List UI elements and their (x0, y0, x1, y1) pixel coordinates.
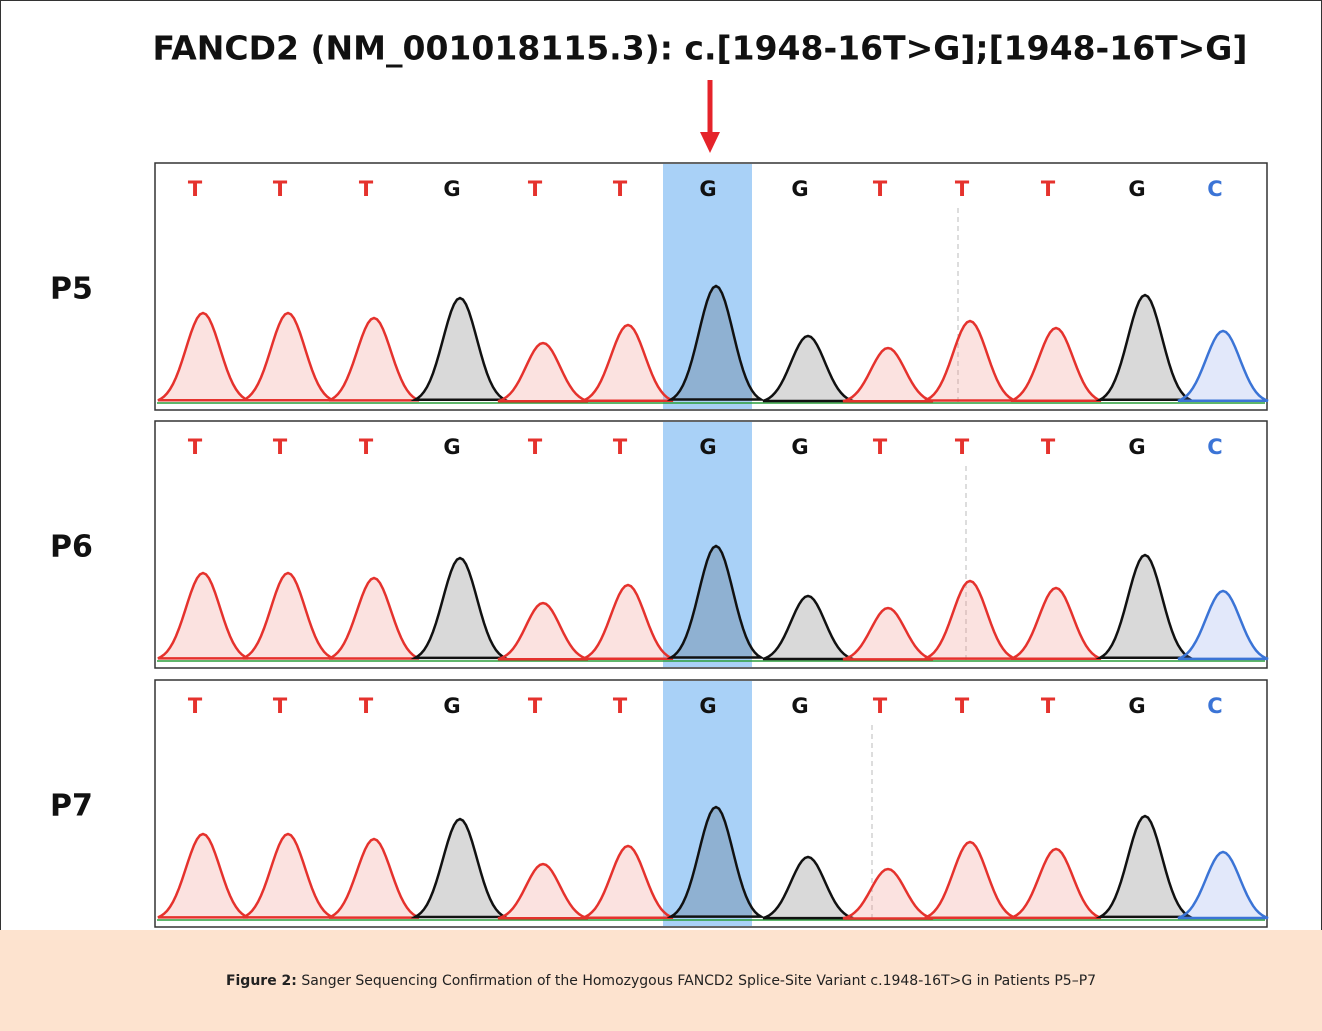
panel-label: P7 (50, 789, 93, 824)
base-letter: T (873, 694, 888, 718)
base-letter: T (273, 435, 288, 459)
figure: FANCD2 (NM_001018115.3): c.[1948-16T>G];… (0, 0, 1322, 929)
base-letter: G (1128, 694, 1145, 718)
base-letter: T (1041, 435, 1056, 459)
base-letter: T (188, 177, 203, 201)
panel-label: P6 (50, 530, 93, 565)
base-letter: G (1128, 435, 1145, 459)
base-letter: T (528, 177, 543, 201)
base-letter: G (791, 435, 808, 459)
base-letter: T (188, 694, 203, 718)
base-letter: T (613, 435, 628, 459)
caption: Figure 2: Sanger Sequencing Confirmation… (0, 930, 1322, 1031)
panel-label: P5 (50, 272, 93, 307)
base-letter: C (1207, 694, 1222, 718)
base-letter: G (1128, 177, 1145, 201)
base-letter: T (613, 694, 628, 718)
base-letter: T (273, 177, 288, 201)
caption-text: Sanger Sequencing Confirmation of the Ho… (301, 973, 1096, 989)
base-letter: T (188, 435, 203, 459)
caption-label: Figure 2: (226, 973, 297, 989)
base-letter: T (528, 435, 543, 459)
base-letter: T (955, 435, 970, 459)
base-letter: T (873, 435, 888, 459)
base-letter: T (873, 177, 888, 201)
base-letter: C (1207, 177, 1222, 201)
base-letter: T (528, 694, 543, 718)
base-letter: T (955, 177, 970, 201)
base-letter: T (613, 177, 628, 201)
arrow-head (700, 132, 720, 153)
title: FANCD2 (NM_001018115.3): c.[1948-16T>G];… (153, 29, 1248, 68)
base-letter: T (955, 694, 970, 718)
base-letter: G (699, 694, 716, 718)
base-letter: G (443, 435, 460, 459)
page: FANCD2 (NM_001018115.3): c.[1948-16T>G];… (0, 0, 1322, 1031)
base-letter: T (359, 435, 374, 459)
base-letter: G (791, 694, 808, 718)
base-letter: C (1207, 435, 1222, 459)
base-letter: T (273, 694, 288, 718)
base-letter: T (1041, 177, 1056, 201)
base-letter: T (1041, 694, 1056, 718)
base-letter: T (359, 694, 374, 718)
base-letter: T (359, 177, 374, 201)
base-letter: G (791, 177, 808, 201)
base-letter: G (443, 177, 460, 201)
base-letter: G (699, 177, 716, 201)
base-letter: G (699, 435, 716, 459)
base-letter: G (443, 694, 460, 718)
